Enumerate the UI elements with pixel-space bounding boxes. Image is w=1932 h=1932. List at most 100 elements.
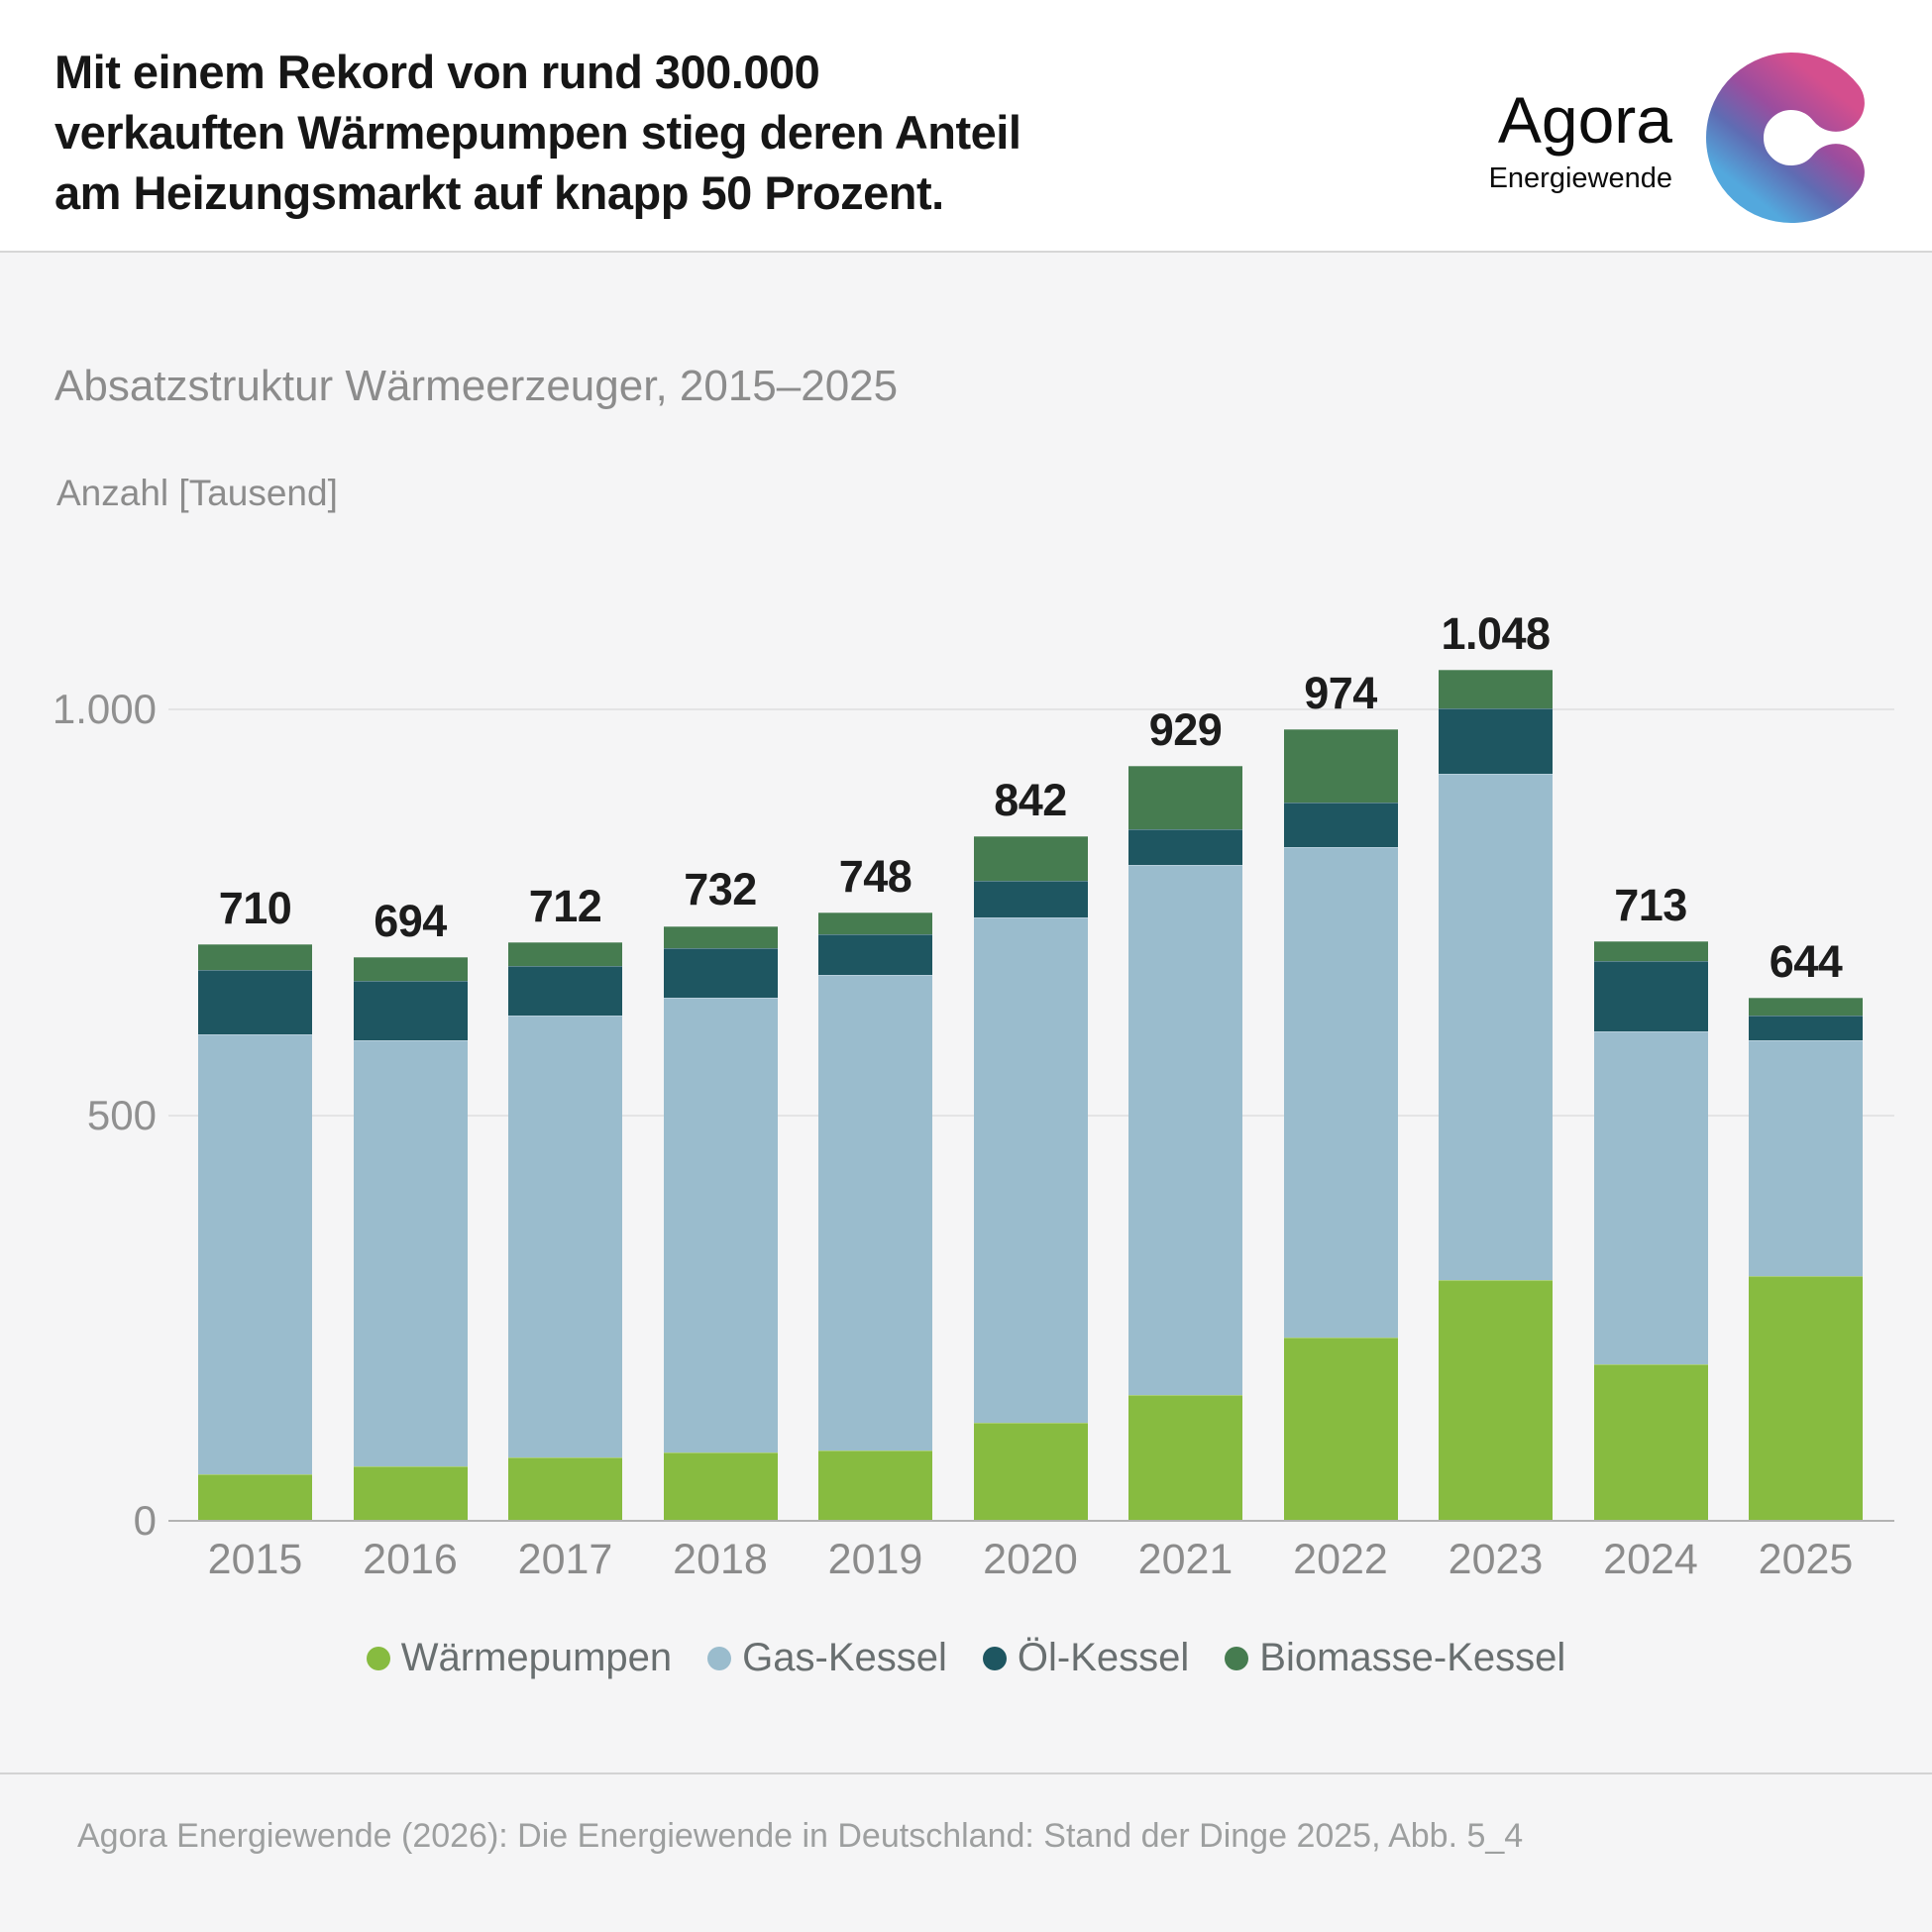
bar-segment-oel-kessel-2018 [663, 948, 778, 998]
bar-segment-oel-kessel-2019 [818, 933, 932, 975]
agora-logo-subname: Energiewende [1488, 161, 1672, 194]
bar-2025 [1749, 997, 1863, 1520]
bar-segment-biomasse-kessel-2025 [1749, 997, 1863, 1017]
x-tick-label-2018: 2018 [673, 1536, 768, 1583]
chart-section: Absatzstruktur Wärmeerzeuger, 2015–2025 … [0, 253, 1932, 1932]
x-tick-label-2015: 2015 [207, 1536, 303, 1583]
bar-total-label-2025: 644 [1769, 935, 1843, 987]
legend-label-waermepumpen: Wärmepumpen [400, 1636, 673, 1679]
bar-segment-waermepumpen-2024 [1593, 1363, 1708, 1520]
legend-item-oel-kessel: Öl-Kessel [982, 1636, 1190, 1680]
y-tick-label-1.000: 1.000 [52, 686, 157, 732]
bar-segment-biomasse-kessel-2017 [508, 941, 622, 966]
legend-label-oel-kessel: Öl-Kessel [1017, 1636, 1190, 1679]
x-tick-label-2023: 2023 [1448, 1536, 1544, 1583]
bar-segment-gas-kessel-2016 [353, 1039, 468, 1466]
bar-total-label-2023: 1.048 [1441, 607, 1551, 659]
x-tick-label-2016: 2016 [363, 1536, 458, 1583]
x-tick-label-2025: 2025 [1758, 1536, 1854, 1583]
bar-2021 [1128, 766, 1242, 1520]
bar-segment-oel-kessel-2021 [1128, 829, 1242, 866]
legend: Wärmepumpen Gas-Kessel Öl-Kessel Biomasse-K… [0, 1636, 1932, 1680]
bar-segment-oel-kessel-2022 [1283, 803, 1398, 848]
legend-dot-waermepumpen-icon [366, 1646, 390, 1670]
bar-total-label-2015: 710 [218, 882, 292, 933]
bar-segment-biomasse-kessel-2015 [198, 943, 312, 970]
footer-divider [0, 1772, 1932, 1774]
chart-subtitle: Absatzstruktur Wärmeerzeuger, 2015–2025 [54, 362, 899, 410]
bar-segment-biomasse-kessel-2022 [1283, 729, 1398, 804]
bar-segment-gas-kessel-2025 [1749, 1039, 1863, 1277]
bar-segment-waermepumpen-2019 [818, 1449, 932, 1520]
bar-segment-biomasse-kessel-2023 [1439, 669, 1553, 709]
bar-2024 [1593, 941, 1708, 1520]
bar-segment-gas-kessel-2022 [1283, 847, 1398, 1338]
header-divider [0, 251, 1932, 253]
bar-segment-waermepumpen-2015 [198, 1474, 312, 1520]
bar-segment-waermepumpen-2017 [508, 1456, 622, 1520]
bar-segment-biomasse-kessel-2018 [663, 925, 778, 949]
bar-segment-waermepumpen-2016 [353, 1465, 468, 1520]
agora-logo-mark-icon [1706, 53, 1865, 223]
legend-item-biomasse-kessel: Biomasse-Kessel [1225, 1636, 1565, 1680]
bar-2016 [353, 956, 468, 1520]
bar-total-label-2024: 713 [1614, 880, 1687, 931]
x-tick-label-2020: 2020 [983, 1536, 1078, 1583]
header: Mit einem Rekord von rund 300.000 verkau… [0, 0, 1932, 251]
agora-logo-text: Agora Energiewende [1489, 87, 1672, 195]
agora-logo-name: Agora [1497, 82, 1672, 157]
source-citation: Agora Energiewende (2026): Die Energiewe… [77, 1817, 1524, 1855]
x-tick-label-2022: 2022 [1293, 1536, 1388, 1583]
gridline-0 [168, 1520, 1894, 1522]
bar-2019 [818, 912, 932, 1520]
bar-segment-oel-kessel-2016 [353, 981, 468, 1040]
bar-segment-waermepumpen-2025 [1749, 1276, 1863, 1520]
bar-segment-waermepumpen-2018 [663, 1452, 778, 1520]
legend-dot-gas-kessel-icon [707, 1646, 732, 1670]
y-axis-unit-label: Anzahl [Tausend] [56, 473, 338, 513]
legend-dot-oel-kessel-icon [982, 1646, 1007, 1670]
bar-segment-biomasse-kessel-2020 [973, 836, 1088, 882]
bar-segment-oel-kessel-2020 [973, 881, 1088, 918]
bar-segment-gas-kessel-2015 [198, 1034, 312, 1475]
bar-total-label-2022: 974 [1304, 668, 1377, 719]
bar-2023 [1439, 669, 1553, 1520]
y-tick-label-500: 500 [86, 1091, 157, 1138]
bar-segment-waermepumpen-2023 [1439, 1280, 1553, 1520]
bar-segment-biomasse-kessel-2021 [1128, 766, 1242, 830]
bar-segment-gas-kessel-2019 [818, 974, 932, 1450]
bar-segment-oel-kessel-2015 [198, 969, 312, 1035]
y-tick-label-0: 0 [133, 1497, 157, 1544]
bar-segment-oel-kessel-2023 [1439, 708, 1553, 775]
bar-2015 [198, 943, 312, 1520]
legend-dot-biomasse-kessel-icon [1225, 1646, 1249, 1670]
bar-segment-gas-kessel-2024 [1593, 1030, 1708, 1364]
agora-logo: Agora Energiewende [1489, 52, 1890, 230]
legend-item-waermepumpen: Wärmepumpen [366, 1636, 673, 1680]
legend-label-gas-kessel: Gas-Kessel [742, 1636, 947, 1679]
bar-segment-gas-kessel-2018 [663, 997, 778, 1453]
x-tick-label-2024: 2024 [1603, 1536, 1698, 1583]
bar-segment-gas-kessel-2017 [508, 1015, 622, 1457]
bar-segment-biomasse-kessel-2016 [353, 956, 468, 982]
x-tick-label-2019: 2019 [827, 1536, 923, 1583]
bar-2017 [508, 941, 622, 1520]
bar-segment-waermepumpen-2020 [973, 1422, 1088, 1520]
bar-segment-biomasse-kessel-2024 [1593, 941, 1708, 961]
bar-total-label-2017: 712 [528, 880, 602, 931]
bar-total-label-2020: 842 [994, 775, 1067, 826]
title-line-2: verkauften Wärmepumpen stieg deren Antei… [54, 106, 1021, 160]
x-tick-label-2017: 2017 [517, 1536, 613, 1583]
bar-segment-biomasse-kessel-2019 [818, 912, 932, 934]
bar-segment-oel-kessel-2017 [508, 965, 622, 1016]
title-line-3: am Heizungsmarkt auf knapp 50 Prozent. [54, 166, 944, 220]
bar-segment-waermepumpen-2022 [1283, 1337, 1398, 1520]
bar-segment-gas-kessel-2020 [973, 917, 1088, 1423]
bar-total-label-2018: 732 [684, 864, 757, 915]
x-tick-label-2021: 2021 [1137, 1536, 1234, 1583]
bar-total-label-2019: 748 [838, 851, 912, 903]
bar-2020 [973, 836, 1088, 1520]
page-title: Mit einem Rekord von rund 300.000 verkau… [54, 42, 1021, 223]
bar-2022 [1283, 729, 1398, 1520]
